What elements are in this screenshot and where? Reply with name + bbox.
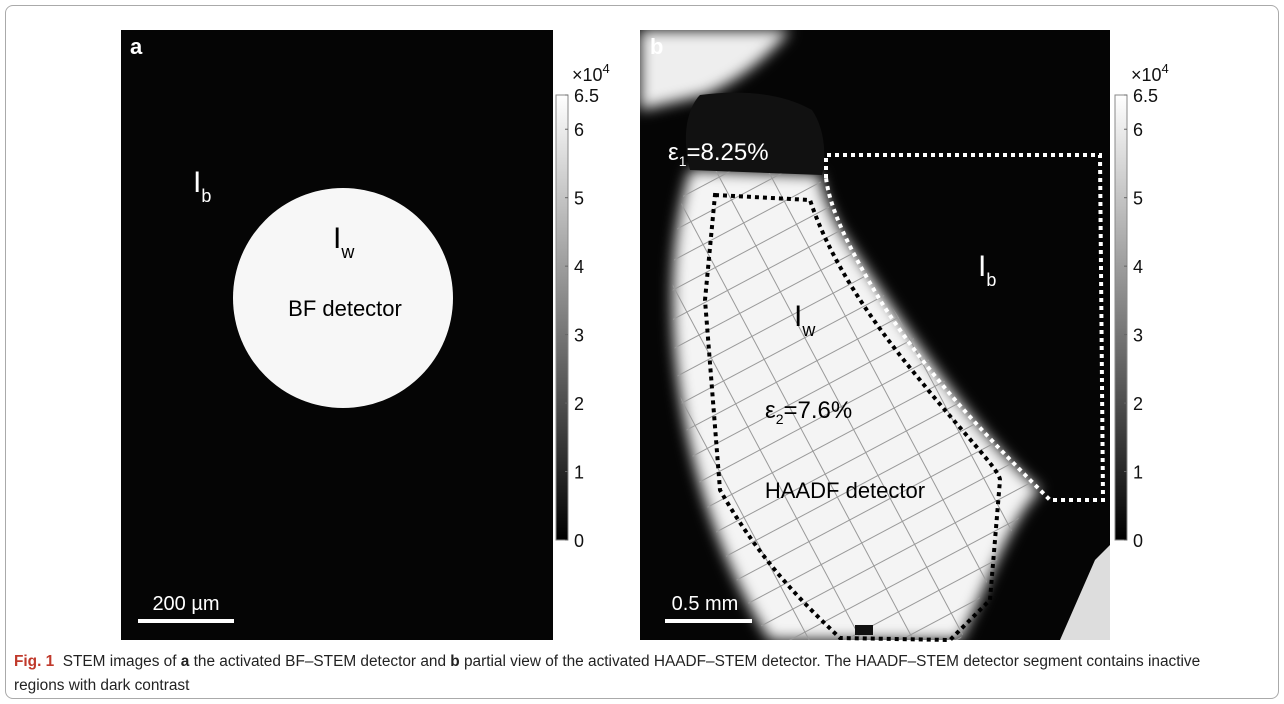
- colorbar-tick-label: 4: [574, 257, 584, 277]
- caption-segment: the activated BF–STEM detector and: [189, 653, 450, 670]
- panel-letter: b: [650, 34, 663, 59]
- caption-segment: b: [450, 653, 459, 670]
- colorbar-tick-label: 1: [1133, 463, 1143, 483]
- colorbar-tick-label: 3: [574, 326, 584, 346]
- multiplier-exponent: 4: [1162, 61, 1169, 76]
- colorbar: [556, 95, 568, 540]
- scale-bar-label: 0.5 mm: [672, 593, 739, 615]
- multiplier-base: ×10: [1131, 65, 1162, 85]
- colorbar-tick-label: 5: [574, 189, 584, 209]
- label-main: I: [794, 300, 802, 333]
- caption: Fig. 1 STEM images of a the activated BF…: [14, 650, 1246, 698]
- label-main: I: [333, 222, 341, 255]
- colorbar-tick-label: 6: [1133, 120, 1143, 140]
- colorbar-tick-label: 5: [1133, 189, 1143, 209]
- label-text: HAADF detector: [765, 478, 925, 503]
- panel-a: a Ib Iw BF detector 200 µm: [121, 30, 553, 640]
- label-sub: w: [801, 320, 816, 340]
- colorbar-multiplier: ×104: [572, 61, 610, 85]
- page: a Ib Iw BF detector 200 µm b ε1=8.25% Ib…: [0, 0, 1284, 704]
- figure: a Ib Iw BF detector 200 µm b ε1=8.25% Ib…: [0, 0, 1284, 704]
- label-text: BF detector: [288, 296, 402, 321]
- colorbar-tick-label: 2: [1133, 394, 1143, 414]
- label-sub: b: [986, 270, 996, 290]
- colorbar-tick-label: 2: [574, 394, 584, 414]
- panel-letter: a: [130, 34, 143, 59]
- colorbar-tick-label: 6.5: [1133, 86, 1158, 106]
- label-sub: 2: [776, 411, 784, 427]
- colorbar-tick-label: 6: [574, 120, 584, 140]
- label-main: I: [978, 250, 986, 283]
- colorbar: [1115, 95, 1127, 540]
- label-main: I: [193, 166, 201, 199]
- caption-segment: Fig. 1: [14, 653, 54, 670]
- scale-bar-label: 200 µm: [152, 593, 219, 615]
- multiplier-exponent: 4: [603, 61, 610, 76]
- label-main: ε: [765, 397, 776, 424]
- colorbar-tick-label: 0: [574, 531, 584, 551]
- label-rest: =7.6%: [784, 397, 853, 424]
- colorbar-tick-label: 3: [1133, 326, 1143, 346]
- colorbar-multiplier: ×104: [1131, 61, 1169, 85]
- defect: [855, 625, 873, 635]
- label-main: ε: [668, 139, 679, 166]
- label-sub: w: [340, 242, 355, 262]
- multiplier-base: ×10: [572, 65, 603, 85]
- colorbar-tick-label: 6.5: [574, 86, 599, 106]
- label-rest: =8.25%: [687, 139, 769, 166]
- caption-segment: STEM images of: [54, 653, 181, 670]
- colorbar-tick-label: 1: [574, 463, 584, 483]
- colorbar-tick-label: 0: [1133, 531, 1143, 551]
- label-sub: b: [201, 186, 211, 206]
- panel-b: b ε1=8.25% Ib Iw ε2=7.6% HAADF detector …: [640, 30, 1110, 640]
- colorbar-tick-label: 4: [1133, 257, 1143, 277]
- label-sub: 1: [679, 153, 687, 169]
